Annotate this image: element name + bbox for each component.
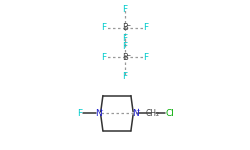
Text: F: F bbox=[102, 23, 107, 32]
Text: −: − bbox=[126, 22, 131, 27]
Text: F: F bbox=[102, 53, 107, 62]
Text: B: B bbox=[122, 23, 128, 32]
Text: F: F bbox=[77, 109, 82, 118]
Text: F: F bbox=[122, 34, 128, 43]
Text: Cl: Cl bbox=[165, 109, 174, 118]
Text: CH₂: CH₂ bbox=[146, 109, 160, 118]
Text: +: + bbox=[99, 108, 103, 113]
Text: −: − bbox=[126, 52, 131, 57]
Text: F: F bbox=[122, 42, 128, 51]
Text: F: F bbox=[122, 4, 128, 14]
Text: F: F bbox=[143, 23, 148, 32]
Text: +: + bbox=[136, 108, 140, 113]
Text: N: N bbox=[132, 109, 139, 118]
Text: B: B bbox=[122, 53, 128, 62]
Text: N: N bbox=[95, 109, 102, 118]
Text: F: F bbox=[143, 53, 148, 62]
Text: F: F bbox=[122, 72, 128, 81]
